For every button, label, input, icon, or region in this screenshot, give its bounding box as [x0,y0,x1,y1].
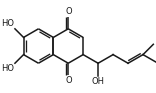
Text: OH: OH [92,77,105,86]
Text: O: O [66,76,73,85]
Text: HO: HO [1,19,14,28]
Text: HO: HO [1,64,14,73]
Text: O: O [66,7,73,16]
